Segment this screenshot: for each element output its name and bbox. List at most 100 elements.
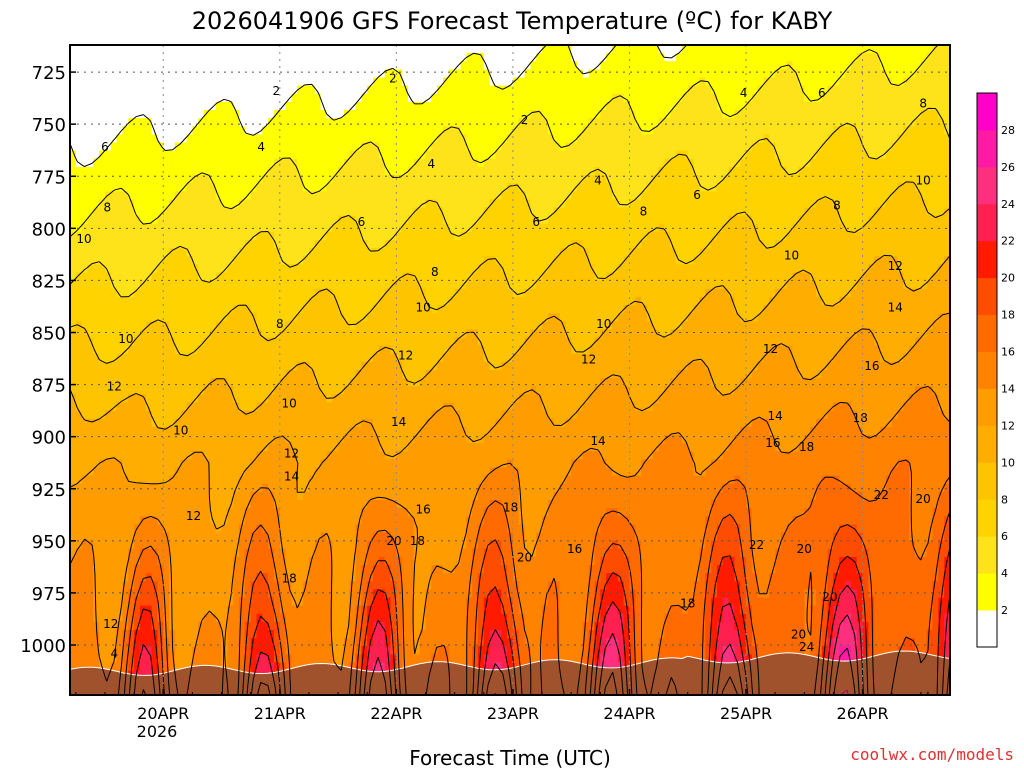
contour-label: 8 — [640, 205, 648, 219]
y-tick-label: 825 — [32, 271, 66, 292]
colorbar-label: 14 — [1001, 383, 1015, 396]
y-tick-label: 775 — [32, 167, 66, 188]
contour-4 — [70, 45, 939, 238]
contour-label: 2 — [272, 84, 280, 98]
contour-label: 16 — [567, 542, 582, 556]
colorbar-swatch — [977, 93, 997, 131]
x-year-label: 2026 — [137, 722, 178, 741]
contour-label: 4 — [594, 173, 602, 187]
contour-label: 14 — [391, 415, 406, 429]
contour-label: 8 — [919, 96, 927, 110]
contour-label: 12 — [107, 380, 122, 394]
x-tick-label: 25APR — [720, 704, 772, 723]
colorbar-label: 8 — [1001, 493, 1008, 506]
y-tick-label: 900 — [32, 428, 66, 449]
colorbar-swatch — [977, 240, 997, 279]
contour-label: 14 — [888, 301, 903, 315]
colorbar-swatch — [977, 499, 997, 537]
contour-lines — [70, 45, 950, 695]
y-tick-label: 1000 — [20, 636, 66, 657]
contour-label: 16 — [765, 436, 780, 450]
contour-label: 14 — [590, 434, 605, 448]
contour-label: 22 — [749, 538, 764, 552]
colorbar-swatch — [977, 388, 997, 426]
credit-link[interactable]: coolwx.com/models — [850, 745, 1014, 764]
contour-label: 12 — [186, 509, 201, 523]
contour-label: 14 — [768, 409, 783, 423]
y-tick-label: 725 — [32, 63, 66, 84]
contour-label: 20 — [517, 551, 532, 565]
y-tick-label: 950 — [32, 532, 66, 553]
contour-label: 4 — [428, 157, 436, 171]
contour-22 — [133, 584, 950, 695]
plot-frame — [69, 44, 951, 696]
colorbar-swatch — [977, 203, 997, 242]
contour-label: 8 — [431, 265, 439, 279]
contour-label: 12 — [763, 342, 778, 356]
contour-label: 20 — [916, 492, 931, 506]
x-axis: 20APR 21APR 22APR 23APR 24APR 25APR 26APR — [75, 689, 951, 723]
colorbar-swatch — [977, 166, 997, 205]
contour-label: 4 — [257, 140, 265, 154]
contour-label: 8 — [833, 198, 841, 212]
contour-label: 12 — [398, 348, 413, 362]
colorbar-swatch — [977, 462, 997, 500]
contour-label: 18 — [799, 440, 814, 454]
contour-label: 10 — [916, 173, 931, 187]
contour-label: 18 — [503, 501, 518, 515]
contour-14 — [70, 385, 950, 695]
colorbar-label: 4 — [1001, 567, 1008, 580]
y-axis: 725 750 775 800 825 850 875 900 925 950 975 1000 — [20, 63, 76, 657]
y-tick-label: 925 — [32, 480, 66, 501]
contour-label: 6 — [818, 86, 826, 100]
y-tick-label: 875 — [32, 376, 66, 397]
contour-label: 12 — [284, 446, 299, 460]
contour-6 — [70, 107, 950, 298]
contour-label: 8 — [276, 317, 284, 331]
contour-label: 12 — [888, 259, 903, 273]
contour-label: 10 — [76, 232, 91, 246]
contour-label: 12 — [581, 353, 596, 367]
colorbar-label: 6 — [1001, 530, 1008, 543]
contour-label: 20 — [797, 542, 812, 556]
colorbar-swatch — [977, 425, 997, 463]
colorbar-label: 24 — [1001, 198, 1015, 211]
x-tick-label: 20APR — [137, 704, 189, 723]
contour-20 — [128, 547, 950, 695]
contour-label: 10 — [784, 248, 799, 262]
contour-label: 6 — [532, 215, 540, 229]
contour-label: 8 — [103, 201, 111, 215]
contour-label: 16 — [864, 359, 879, 373]
contour-label: 4 — [740, 86, 748, 100]
contour-label: 2 — [521, 113, 529, 127]
y-tick-label: 750 — [32, 115, 66, 136]
contour-label: 24 — [799, 640, 814, 654]
contour-8 — [70, 181, 950, 364]
contour-label: 18 — [281, 571, 296, 585]
contour-label: 6 — [358, 215, 366, 229]
contour-label: 18 — [853, 411, 868, 425]
y-tick-label: 850 — [32, 324, 66, 345]
colorbar-swatch — [977, 314, 997, 352]
colorbar-label: 20 — [1001, 272, 1015, 285]
x-tick-label: 23APR — [487, 704, 539, 723]
y-tick-label: 975 — [32, 584, 66, 605]
colorbar-label: 22 — [1001, 235, 1015, 248]
colorbar-label: 28 — [1001, 124, 1015, 137]
contour-label: 20 — [791, 628, 806, 642]
contour-label: 22 — [874, 488, 889, 502]
x-tick-label: 24APR — [603, 704, 655, 723]
colorbar-swatch — [977, 573, 997, 611]
contour-label: 2 — [389, 71, 397, 85]
contour-label: 6 — [693, 188, 701, 202]
contour-10 — [70, 254, 950, 430]
contour-label: 20 — [822, 590, 837, 604]
x-tick-label: 21APR — [254, 704, 306, 723]
contour-label: 20 — [386, 534, 401, 548]
x-tick-label: 22APR — [370, 704, 422, 723]
colorbar-label: 10 — [1001, 456, 1015, 469]
y-tick-label: 800 — [32, 219, 66, 240]
